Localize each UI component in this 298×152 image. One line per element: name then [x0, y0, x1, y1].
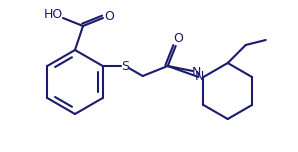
Text: HO: HO: [44, 9, 63, 21]
Text: O: O: [104, 9, 114, 22]
Text: S: S: [121, 59, 129, 73]
Text: N: N: [195, 71, 204, 83]
Text: O: O: [173, 33, 183, 45]
Text: N: N: [192, 67, 201, 79]
